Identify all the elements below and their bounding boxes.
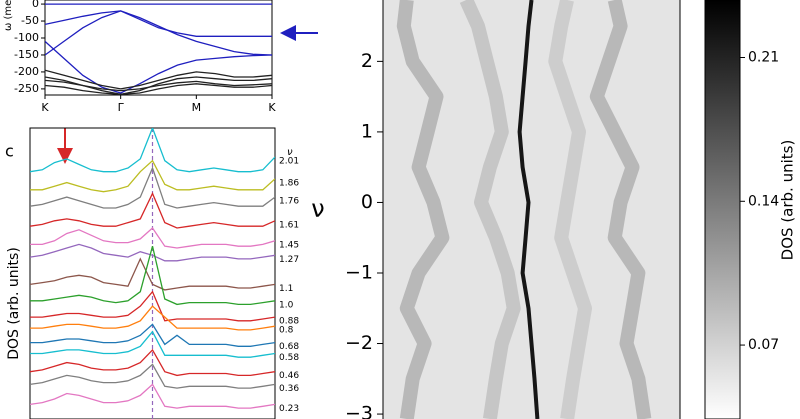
x-tick-label: K (268, 101, 276, 114)
series-line (30, 227, 275, 249)
legend-label: 0.46 (279, 371, 299, 381)
legend-label: 1.76 (279, 197, 299, 207)
y-tick-label: 0 (32, 0, 39, 10)
y-tick-label: -100 (14, 31, 39, 44)
series-line (30, 257, 275, 291)
y-tick-label: 0 (361, 191, 373, 213)
heatmap-band (517, 0, 540, 419)
series-line (45, 10, 272, 56)
series-line (30, 243, 275, 262)
legend-label: 0.68 (279, 342, 299, 352)
series-line (30, 305, 275, 331)
series-line (30, 290, 275, 322)
series-line (30, 166, 275, 209)
legend-label: 1.1 (279, 284, 293, 294)
y-tick-label: −3 (345, 403, 373, 419)
legend-title: ν (287, 147, 293, 158)
y-axis-label: ν (311, 195, 324, 223)
panel-label: c (5, 142, 14, 161)
series-line (45, 79, 272, 92)
legend-label: 0.88 (279, 317, 299, 327)
series-line (30, 330, 275, 358)
heatmap-band (589, 0, 652, 419)
series-line (30, 348, 275, 377)
legend-label: 1.61 (279, 220, 299, 230)
heatmap-band (459, 0, 521, 419)
y-tick-label: -150 (14, 48, 39, 61)
x-tick-label: Γ (118, 101, 125, 114)
legend-label: 2.01 (279, 157, 299, 167)
series-line (45, 10, 272, 56)
colorbar-label: DOS (arb. units) (779, 140, 797, 261)
legend-label: 0.23 (279, 404, 299, 414)
legend-label: 1.45 (279, 240, 299, 250)
legend-label: 1.27 (279, 255, 299, 265)
x-tick-label: K (41, 101, 49, 114)
series-line (30, 363, 275, 389)
legend-label: 0.36 (279, 384, 299, 394)
plot-frame (382, 0, 681, 419)
y-tick-label: -50 (21, 14, 39, 27)
y-tick-label: −2 (345, 332, 373, 354)
series-line (45, 40, 272, 94)
heatmap-band (396, 0, 450, 419)
legend-label: 0.8 (279, 326, 294, 336)
y-tick-label: -250 (14, 82, 39, 95)
colorbar (704, 0, 741, 419)
heatmap-band (548, 0, 592, 419)
legend-label: 1.0 (279, 300, 294, 310)
y-tick-label: −1 (345, 261, 373, 283)
legend-label: 0.58 (279, 353, 299, 363)
series-line (30, 323, 275, 347)
colorbar-tick-label: 0.07 (748, 337, 779, 353)
series-line (30, 383, 275, 409)
y-tick-label: 2 (361, 50, 373, 72)
series-line (45, 69, 272, 90)
series-line (30, 246, 275, 306)
y-axis-label: ω (meV) (3, 0, 14, 31)
plot-frame (44, 0, 273, 96)
series-line (30, 128, 275, 173)
y-axis-label: DOS (arb. units) (6, 247, 22, 360)
y-tick-label: 1 (361, 120, 373, 142)
colorbar-tick-label: 0.14 (748, 193, 779, 209)
colorbar-tick-label: 0.21 (748, 50, 779, 66)
y-tick-label: -200 (14, 65, 39, 78)
series-line (30, 159, 275, 193)
series-line (30, 191, 275, 229)
legend-label: 1.86 (279, 178, 299, 188)
x-tick-label: M (192, 101, 202, 114)
series-line (45, 83, 272, 95)
